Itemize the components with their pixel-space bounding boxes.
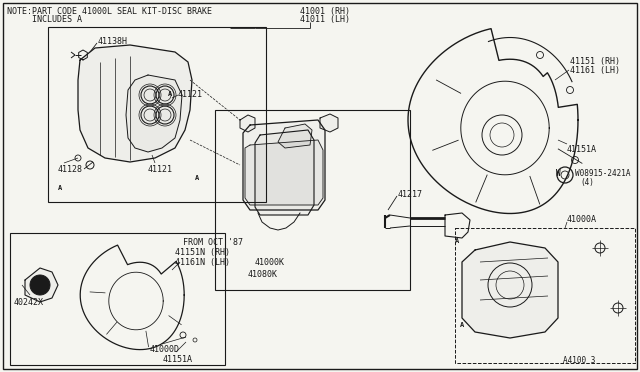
Text: 41161N (LH): 41161N (LH): [175, 258, 230, 267]
Bar: [48, 27, 266, 202]
Text: W08915-2421A: W08915-2421A: [575, 169, 630, 178]
Polygon shape: [240, 115, 255, 132]
Text: FROM OCT.'87: FROM OCT.'87: [183, 238, 243, 247]
Polygon shape: [243, 120, 325, 210]
Text: 41121: 41121: [148, 165, 173, 174]
Bar: [10, 233, 225, 365]
Text: 41011 (LH): 41011 (LH): [300, 15, 350, 24]
Text: 41151A: 41151A: [567, 145, 597, 154]
Text: A4100 3: A4100 3: [563, 356, 595, 365]
Text: (4): (4): [580, 178, 594, 187]
Polygon shape: [78, 45, 192, 162]
Text: 41161 (LH): 41161 (LH): [570, 66, 620, 75]
Bar: [215, 110, 410, 290]
Text: 41001 (RH): 41001 (RH): [300, 7, 350, 16]
Polygon shape: [320, 114, 338, 132]
Text: 41128: 41128: [58, 165, 83, 174]
Text: INCLUDES A: INCLUDES A: [7, 15, 82, 24]
Polygon shape: [25, 268, 58, 302]
Text: 41151A: 41151A: [163, 355, 193, 364]
Text: 41151N (RH): 41151N (RH): [175, 248, 230, 257]
Polygon shape: [462, 242, 558, 338]
Text: A: A: [58, 185, 62, 191]
Polygon shape: [278, 124, 312, 148]
Text: 40242X: 40242X: [14, 298, 44, 307]
Text: 41217: 41217: [398, 190, 423, 199]
Text: 41121: 41121: [178, 90, 203, 99]
Circle shape: [30, 275, 50, 295]
Text: A: A: [460, 322, 464, 328]
Text: 41000K: 41000K: [255, 258, 285, 267]
Text: 41151 (RH): 41151 (RH): [570, 57, 620, 66]
Text: W: W: [556, 169, 561, 178]
Polygon shape: [255, 130, 314, 215]
Text: 41000D: 41000D: [150, 345, 180, 354]
Text: A: A: [168, 91, 172, 97]
Text: A: A: [455, 238, 460, 244]
Text: 41080K: 41080K: [248, 270, 278, 279]
Text: NOTE:PART CODE 41000L SEAL KIT-DISC BRAKE: NOTE:PART CODE 41000L SEAL KIT-DISC BRAK…: [7, 7, 212, 16]
Bar: [455, 228, 635, 363]
Polygon shape: [126, 75, 182, 152]
Polygon shape: [245, 140, 323, 205]
Text: 41138H: 41138H: [98, 37, 128, 46]
Text: A: A: [195, 175, 199, 181]
Text: 41000A: 41000A: [567, 215, 597, 224]
